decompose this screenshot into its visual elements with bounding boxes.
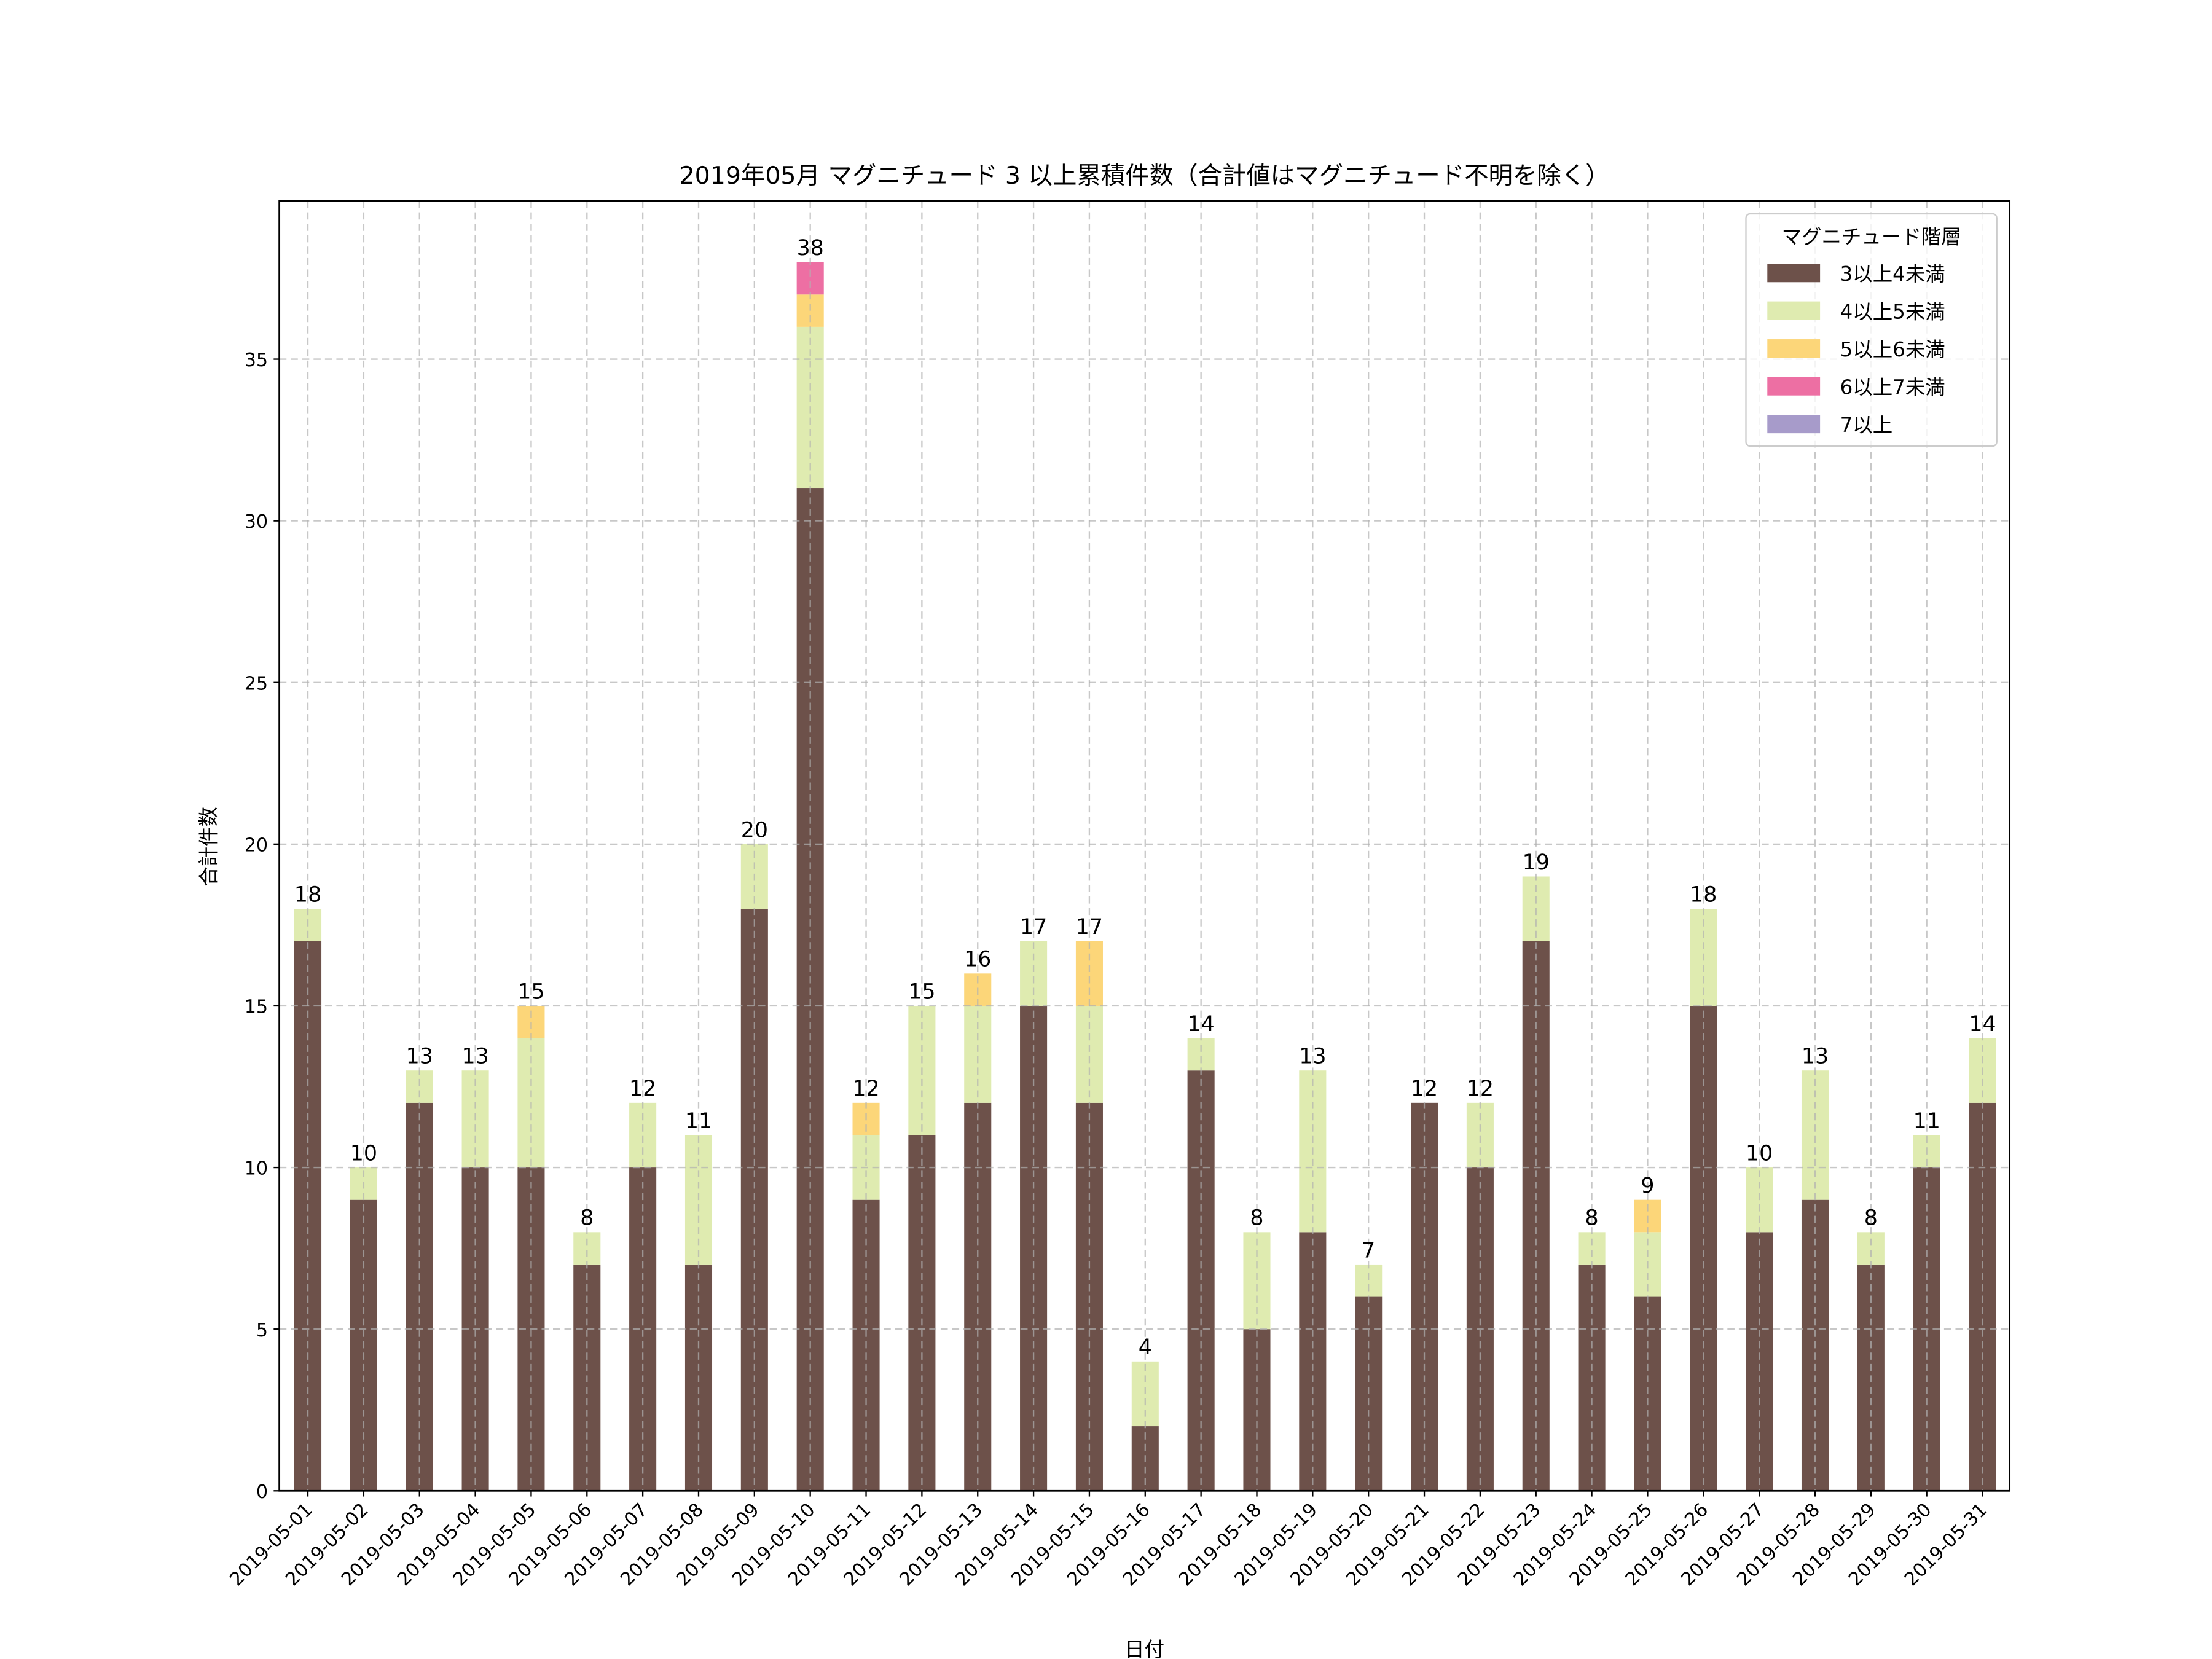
total-label: 9 [1641,1174,1654,1198]
legend-swatch [1767,301,1821,320]
bar-segment [1801,1070,1829,1200]
y-axis: 0 5 10 15 20 25 30 35 [245,350,280,1503]
total-label: 12 [1467,1077,1494,1101]
bar-segment [1746,1232,1773,1491]
total-label: 18 [1690,883,1717,908]
legend-swatch [1767,339,1821,358]
bar-segment [1299,1232,1327,1491]
bar-segment [1466,1102,1494,1168]
total-label: 20 [741,818,768,842]
total-label: 12 [1411,1077,1438,1101]
bar-segment [1020,941,1048,1006]
total-label: 19 [1523,850,1550,875]
legend-swatch [1767,377,1821,396]
total-label: 10 [350,1141,377,1166]
total-label: 12 [629,1077,656,1101]
total-labels: 18 10 13 13 15 8 12 11 20 38 12 15 16 17 17 4 14 8 13 7 12 12… [294,236,1996,1360]
bar-segment [629,1102,657,1168]
bar-segment [1690,1005,1717,1491]
legend-title: マグニチュード階層 [1782,226,1961,249]
total-label: 18 [294,883,321,908]
legend-entry: 7以上 [1840,414,1893,437]
total-label: 14 [1188,1012,1215,1037]
y-tick-label: 20 [245,834,268,856]
total-label: 17 [1020,915,1047,939]
bar-segment [1075,941,1103,1006]
total-label: 8 [580,1206,594,1231]
bar-segment [406,1070,433,1103]
bar-segment [1857,1232,1885,1265]
total-label: 8 [1585,1206,1599,1231]
total-label: 15 [908,979,935,1004]
bar-segment [1020,1005,1048,1491]
chart-title: 2019年05月 マグニチュード 3 以上累積件数（合計値はマグニチュード不明を… [680,162,1610,190]
total-label: 8 [1864,1206,1878,1231]
y-tick-label: 10 [245,1158,268,1180]
bar-segment [796,262,824,295]
y-tick-label: 35 [245,350,268,371]
legend-entry: 6以上7未満 [1840,375,1945,399]
bar-segment [573,1232,601,1265]
bar-segment [1355,1264,1382,1297]
total-label: 13 [1299,1045,1326,1069]
legend-entry: 4以上5未満 [1840,300,1945,323]
total-label: 8 [1250,1206,1263,1231]
bar-segment [1578,1232,1606,1265]
total-label: 17 [1076,915,1103,939]
legend-entry: 5以上6未満 [1840,338,1945,361]
x-axis: 2019-05-012019-05-022019-05-032019-05-04… [226,1491,1991,1590]
legend-entry: 3以上4未満 [1840,262,1945,286]
total-label: 13 [1802,1045,1829,1069]
total-label: 15 [517,979,544,1004]
y-axis-label: 合計件数 [197,807,220,887]
y-tick-label: 15 [245,997,268,1018]
legend-swatch [1767,415,1821,434]
y-tick-label: 25 [245,673,268,694]
total-label: 38 [797,236,824,261]
total-label: 14 [1969,1012,1996,1037]
y-tick-label: 5 [256,1320,268,1341]
total-label: 11 [685,1109,712,1134]
total-label: 10 [1746,1141,1773,1166]
total-label: 13 [406,1045,433,1069]
legend: マグニチュード階層 3以上4未満 4以上5未満 5以上6未満 6以上7未満 7以上 [1745,213,1998,447]
bar-segment [964,1005,992,1103]
bar-segment [1243,1232,1271,1330]
total-label: 13 [461,1045,488,1069]
total-label: 16 [964,947,991,972]
y-tick-label: 0 [256,1481,268,1503]
total-label: 11 [1913,1109,1940,1134]
bar-segment [1075,1005,1103,1103]
total-label: 7 [1362,1238,1375,1263]
legend-swatch [1767,264,1821,283]
total-label: 12 [852,1077,879,1101]
x-axis-label: 日付 [1124,1637,1164,1659]
total-label: 4 [1139,1335,1152,1360]
grid-layer [279,201,2010,1491]
y-tick-label: 30 [245,511,268,533]
bar-segment [1187,1038,1215,1071]
